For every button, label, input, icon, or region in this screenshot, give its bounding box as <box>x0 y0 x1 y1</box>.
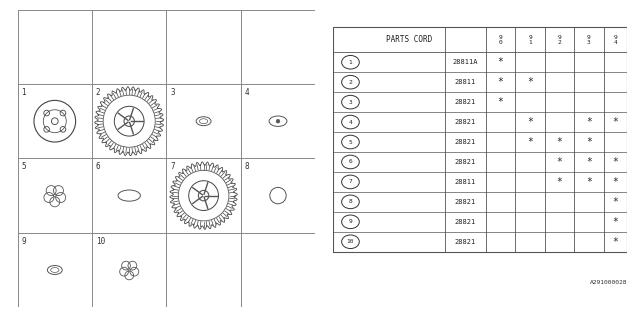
Text: 28811: 28811 <box>454 79 476 85</box>
Text: *: * <box>612 237 618 247</box>
Text: 7: 7 <box>170 162 175 171</box>
Text: 6: 6 <box>96 162 100 171</box>
Text: 8: 8 <box>244 162 249 171</box>
Text: *: * <box>498 97 504 107</box>
Text: 8: 8 <box>349 199 353 204</box>
Text: *: * <box>557 157 563 167</box>
Text: *: * <box>498 77 504 87</box>
Text: 9
3: 9 3 <box>587 35 591 45</box>
Text: 1: 1 <box>349 60 353 65</box>
Text: 28811A: 28811A <box>452 59 478 65</box>
Text: 10: 10 <box>96 236 105 245</box>
Text: 4: 4 <box>349 120 353 124</box>
Text: 28821: 28821 <box>454 99 476 105</box>
Text: *: * <box>586 177 592 187</box>
Text: 28821: 28821 <box>454 119 476 125</box>
Text: *: * <box>527 77 533 87</box>
Text: 1: 1 <box>21 88 26 97</box>
Text: 9
4: 9 4 <box>614 35 618 45</box>
Text: *: * <box>586 117 592 127</box>
Text: 9
2: 9 2 <box>557 35 561 45</box>
Text: 9: 9 <box>21 236 26 245</box>
Text: 5: 5 <box>21 162 26 171</box>
Text: *: * <box>498 57 504 67</box>
Text: 2: 2 <box>349 80 353 85</box>
Text: *: * <box>612 197 618 207</box>
Text: *: * <box>586 137 592 147</box>
Circle shape <box>276 119 280 123</box>
Text: 28821: 28821 <box>454 239 476 245</box>
Text: 7: 7 <box>349 180 353 184</box>
Text: *: * <box>527 137 533 147</box>
Text: *: * <box>612 217 618 227</box>
Text: *: * <box>612 177 618 187</box>
Text: 9
0: 9 0 <box>499 35 502 45</box>
Text: 9
1: 9 1 <box>528 35 532 45</box>
Text: *: * <box>612 117 618 127</box>
Text: *: * <box>612 157 618 167</box>
Text: *: * <box>586 157 592 167</box>
Text: 5: 5 <box>349 140 353 145</box>
Text: 10: 10 <box>347 239 354 244</box>
Text: 2: 2 <box>96 88 100 97</box>
Text: 28821: 28821 <box>454 159 476 165</box>
Text: *: * <box>557 177 563 187</box>
Text: 9: 9 <box>349 219 353 224</box>
Text: 28821: 28821 <box>454 199 476 205</box>
Text: 3: 3 <box>170 88 175 97</box>
Text: *: * <box>557 137 563 147</box>
Text: 28811: 28811 <box>454 179 476 185</box>
Text: 6: 6 <box>349 159 353 164</box>
Text: *: * <box>527 117 533 127</box>
Text: 28821: 28821 <box>454 139 476 145</box>
Text: 28821: 28821 <box>454 219 476 225</box>
Text: PARTS CORD: PARTS CORD <box>386 35 433 44</box>
Text: 4: 4 <box>244 88 249 97</box>
Text: A291000028: A291000028 <box>589 280 627 284</box>
Text: 3: 3 <box>349 100 353 105</box>
